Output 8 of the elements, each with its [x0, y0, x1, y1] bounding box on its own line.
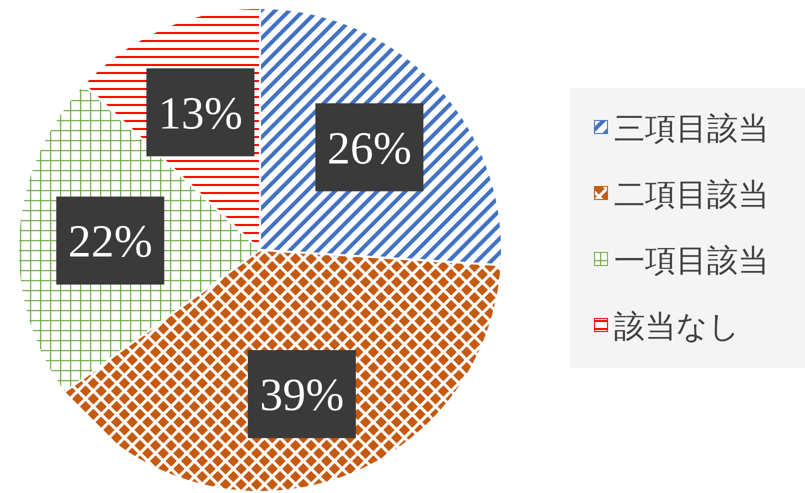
data-label: 26% [327, 122, 412, 174]
legend-label: 三項目該当 [614, 111, 769, 146]
legend-label: 該当なし [614, 309, 740, 344]
legend-label: 一項目該当 [614, 243, 769, 278]
legend-label: 二項目該当 [614, 177, 769, 212]
data-label: 13% [158, 87, 243, 138]
data-label: 22% [68, 216, 152, 267]
data-label: 39% [260, 369, 344, 420]
